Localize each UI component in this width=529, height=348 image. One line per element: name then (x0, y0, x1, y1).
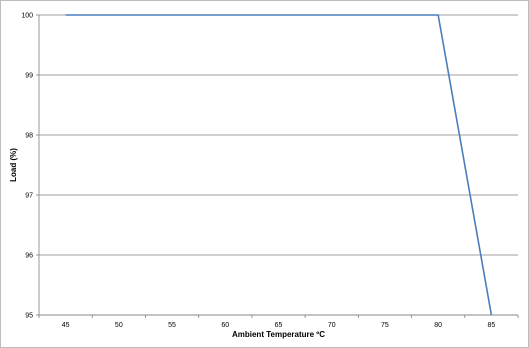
x-tick-label-45: 45 (62, 322, 70, 329)
y-tick-label-95: 95 (25, 313, 33, 320)
x-tick-label-70: 70 (328, 322, 336, 329)
x-tick-label-65: 65 (275, 322, 283, 329)
series-line-1 (65, 14, 493, 316)
series-lines (65, 14, 493, 316)
x-tick-label-50: 50 (115, 322, 123, 329)
y-axis-title: Load (%) (9, 148, 18, 182)
x-tick-label-60: 60 (221, 322, 229, 329)
y-tick-label-100: 100 (21, 13, 33, 20)
x-axis-title: Ambient Temperature ºC (232, 330, 325, 339)
x-tick-label-80: 80 (434, 322, 442, 329)
x-tick-label-85: 85 (487, 322, 495, 329)
x-tick-label-55: 55 (168, 322, 176, 329)
y-tick-label-99: 99 (25, 73, 33, 80)
x-tick-label-75: 75 (381, 322, 389, 329)
y-tick-label-96: 96 (25, 253, 33, 260)
y-tick-label-98: 98 (25, 133, 33, 140)
y-tick-label-97: 97 (25, 193, 33, 200)
axes (36, 14, 519, 318)
tick-labels: 95 96 97 98 99 100 45 50 55 60 65 70 75 80 85 (21, 13, 495, 330)
